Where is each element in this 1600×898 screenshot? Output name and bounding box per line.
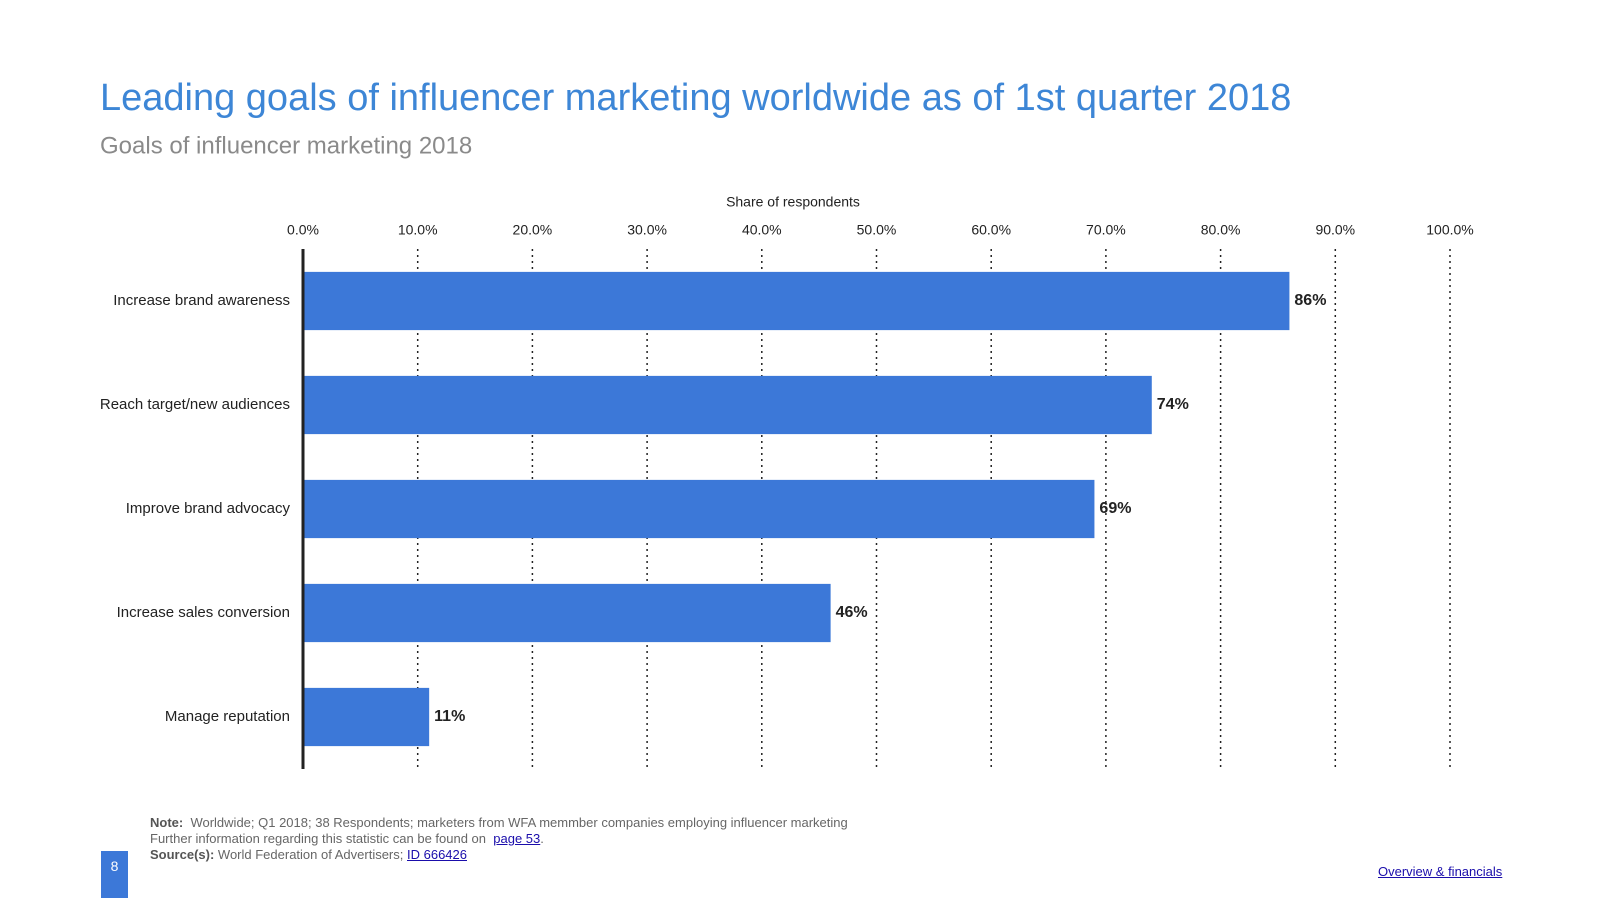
x-tick-label: 10.0%: [398, 222, 438, 238]
page-number: 8: [101, 851, 128, 898]
x-axis-label: Share of respondents: [726, 194, 860, 210]
value-label: 74%: [1157, 396, 1189, 413]
value-label: 86%: [1294, 292, 1326, 309]
source-link[interactable]: ID 666426: [407, 847, 467, 862]
source-line: Source(s): World Federation of Advertise…: [150, 847, 467, 862]
value-label: 46%: [836, 604, 868, 621]
x-tick-label: 70.0%: [1086, 222, 1126, 238]
bar: [303, 479, 1095, 539]
y-tick-label: Manage reputation: [165, 708, 290, 725]
x-tick-label: 20.0%: [513, 222, 553, 238]
chart-title: Leading goals of influencer marketing wo…: [100, 77, 1291, 119]
note-label: Note:: [150, 815, 184, 830]
x-tick-label: 40.0%: [742, 222, 782, 238]
x-tick-label: 90.0%: [1315, 222, 1355, 238]
chart-subtitle: Goals of influencer marketing 2018: [100, 132, 472, 159]
overview-link[interactable]: Overview & financials: [1378, 864, 1503, 879]
value-label: 69%: [1099, 500, 1131, 517]
bar: [303, 271, 1290, 331]
x-tick-label: 80.0%: [1201, 222, 1241, 238]
x-tick-label: 100.0%: [1426, 222, 1473, 238]
info-link[interactable]: page 53: [493, 831, 541, 846]
source-text: World Federation of Advertisers;: [217, 847, 404, 862]
value-label: 11%: [434, 708, 465, 725]
x-tick-label: 60.0%: [971, 222, 1011, 238]
chart: Leading goals of influencer marketing wo…: [100, 77, 1474, 769]
note-line: Note: Worldwide; Q1 2018; 38 Respondents…: [150, 815, 848, 830]
y-tick-label: Increase brand awareness: [113, 292, 290, 309]
bar: [303, 583, 831, 643]
x-tick-label: 30.0%: [627, 222, 667, 238]
note-text: Worldwide; Q1 2018; 38 Respondents; mark…: [190, 815, 848, 830]
x-tick-label: 0.0%: [287, 222, 319, 238]
y-tick-label: Improve brand advocacy: [126, 500, 291, 517]
x-tick-label: 50.0%: [857, 222, 897, 238]
info-end: .: [540, 831, 544, 846]
info-text: Further information regarding this stati…: [150, 831, 487, 846]
y-tick-label: Reach target/new audiences: [100, 396, 290, 413]
y-tick-label: Increase sales conversion: [117, 604, 290, 621]
info-line: Further information regarding this stati…: [150, 831, 544, 846]
bar: [303, 687, 430, 747]
source-label: Source(s):: [150, 847, 215, 862]
bar: [303, 375, 1152, 435]
